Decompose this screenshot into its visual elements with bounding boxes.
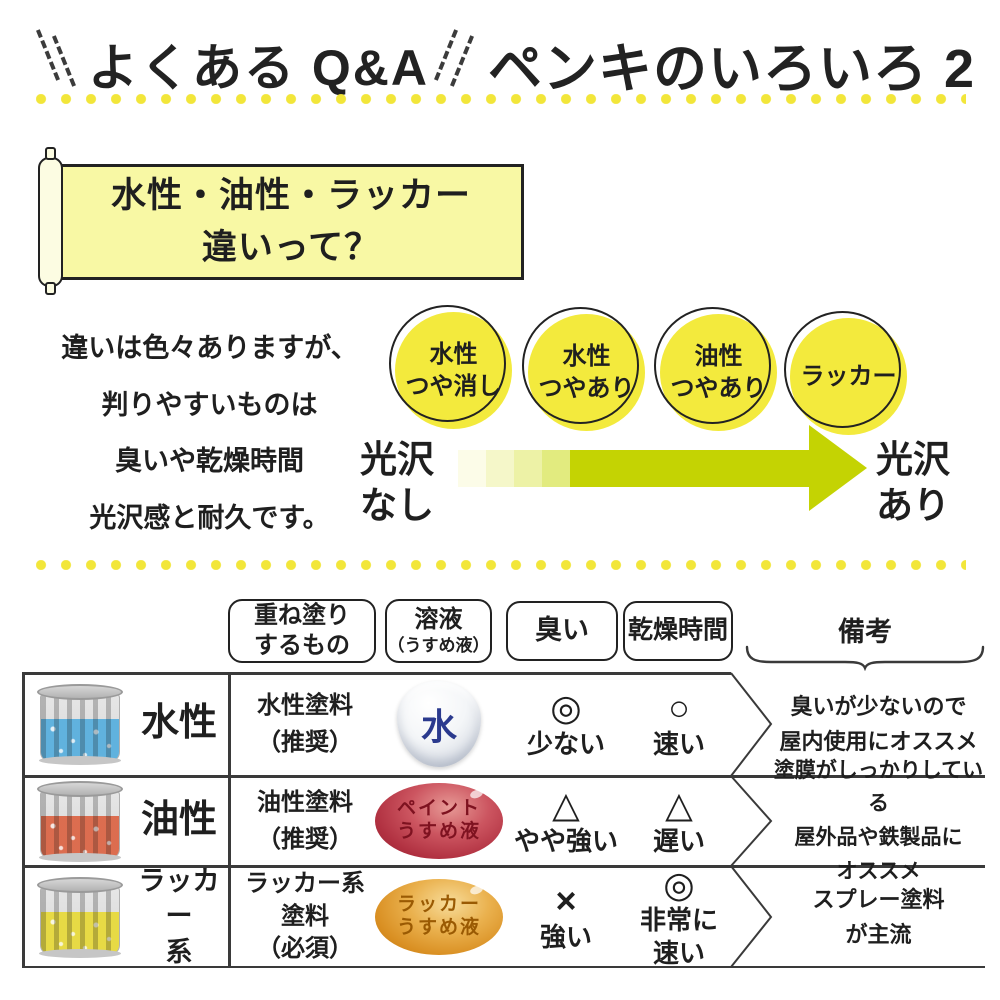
scroll-knob-icon [45, 282, 56, 295]
page-title-qa: よくある Q&A [88, 40, 429, 96]
rating-symbol: ○ [668, 686, 690, 728]
paint-can-icon [30, 672, 130, 776]
intro-line: 違いは色々ありますが、 [61, 333, 358, 363]
gloss-gradient-arrow [458, 450, 810, 487]
question-line-2: 違いって？ [201, 228, 381, 267]
question-line-1: 水性・油性・ラッカー [110, 175, 471, 215]
circle-label: 水性 [429, 341, 478, 369]
gloss-circle-water-matte: 水性 つや消し [395, 312, 512, 429]
water-droplet-icon: 水 [397, 681, 481, 767]
intro-line: 臭いや乾燥時間 [115, 446, 304, 477]
remarks-zigzag-separator [729, 672, 773, 968]
circle-label: つやあり [538, 374, 635, 402]
gloss-circle-water-glossy: 水性 つやあり [528, 314, 645, 431]
recoat-cell: ラッカー系 塗料 （必須） [245, 870, 365, 963]
question-banner: 水性・油性・ラッカー 違いって？ [38, 147, 524, 295]
table-row-lacquer: ラッカー 系 ラッカー系 塗料 （必須） ラッカー うすめ液 × 強い ◎ 非常… [22, 863, 985, 968]
recoat-cell: 水性塗料 （推奨） [257, 691, 353, 756]
table-border-bottom [22, 965, 985, 968]
intro-line: 判りやすいものは [101, 389, 318, 420]
rating-symbol: △ [665, 783, 693, 825]
circle-label: つや消し [405, 372, 502, 400]
smell-cell: △ やや強い [513, 783, 618, 856]
gloss-arrow-head-icon [809, 425, 867, 511]
remarks-cell: スプレー塗料 が主流 [812, 886, 945, 947]
scroll-roll-icon [38, 157, 63, 287]
rating-symbol: ◎ [550, 686, 582, 728]
intro-line: 光沢感と耐久です。 [89, 503, 330, 534]
circle-label: つやあり [670, 374, 767, 402]
gloss-none-label: 光沢 なし [360, 439, 434, 527]
table-border-left [22, 672, 25, 968]
table-row-separator [22, 865, 985, 868]
page-title-main: ペンキのいろいろ 2 [488, 39, 976, 99]
gloss-circle-lacquer: ラッカー [790, 318, 907, 435]
rating-symbol: △ [552, 783, 580, 825]
paint-can-icon [30, 866, 130, 968]
scroll-knob-icon [45, 147, 56, 160]
paint-thinner-icon: ペイント うすめ液 [375, 783, 503, 859]
remarks-brace-icon [745, 645, 985, 671]
paint-type-label: 油性 [140, 799, 217, 842]
drytime-cell: ○ 速い [652, 686, 705, 759]
solvent-cell: 水 [378, 672, 500, 776]
table-row-oil: 油性 油性塗料 （推奨） ペイント うすめ液 △ やや強い △ 遅い [22, 758, 985, 883]
rating-symbol: ◎ [663, 863, 695, 905]
table-row-water: 水性 水性塗料 （推奨） 水 ◎ 少ない ○ 速い [22, 672, 985, 776]
solvent-cell: ペイント うすめ液 [375, 776, 503, 866]
rating-symbol: × [555, 879, 577, 921]
circle-label: 油性 [694, 343, 743, 371]
table-border-top [22, 672, 731, 675]
column-header-smell: 臭い [506, 601, 618, 661]
dotted-divider-top [36, 94, 966, 104]
gloss-full-label: 光沢 あり [876, 439, 950, 527]
paint-comparison-table: 水性 水性塗料 （推奨） 水 ◎ 少ない ○ 速い [22, 672, 985, 968]
remarks-cell: 臭いが少ないので 屋内使用にオススメ [779, 693, 978, 754]
dotted-divider-middle [36, 560, 966, 570]
question-banner-body: 水性・油性・ラッカー 違いって？ [58, 164, 524, 280]
paint-type-label: 水性 [140, 702, 217, 745]
column-header-drytime: 乾燥時間 [623, 601, 733, 661]
table-row-separator [22, 775, 985, 778]
paint-can-icon [30, 776, 130, 866]
drytime-cell: ◎ 非常に 速い [639, 863, 718, 968]
solvent-cell: ラッカー うすめ液 [375, 866, 503, 968]
intro-text: 違いは色々ありますが、 判りやすいものは 臭いや乾燥時間 光沢感と耐久です。 [52, 320, 367, 547]
table-column-separator [228, 672, 231, 968]
lacquer-thinner-icon: ラッカー うすめ液 [375, 879, 503, 955]
column-header-solvent: 溶液 （うすめ液） [385, 599, 492, 663]
hatch-mark-icon [450, 35, 474, 87]
circle-label: ラッカー [800, 362, 897, 390]
gloss-circle-oil-glossy: 油性 つやあり [660, 314, 777, 431]
recoat-cell: 油性塗料 （推奨） [257, 788, 353, 853]
column-header-remarks: 備考 [838, 617, 892, 647]
column-header-recoat: 重ね塗り するもの [228, 599, 376, 663]
remarks-cell: 塗膜がしっかりしている 屋外品や鉄製品に オススメ [773, 758, 984, 883]
circle-label: 水性 [562, 343, 611, 371]
paint-type-label: ラッカー 系 [138, 866, 220, 967]
smell-cell: ◎ 少ない [526, 686, 605, 759]
drytime-cell: △ 遅い [652, 783, 705, 856]
smell-cell: × 強い [539, 879, 592, 952]
